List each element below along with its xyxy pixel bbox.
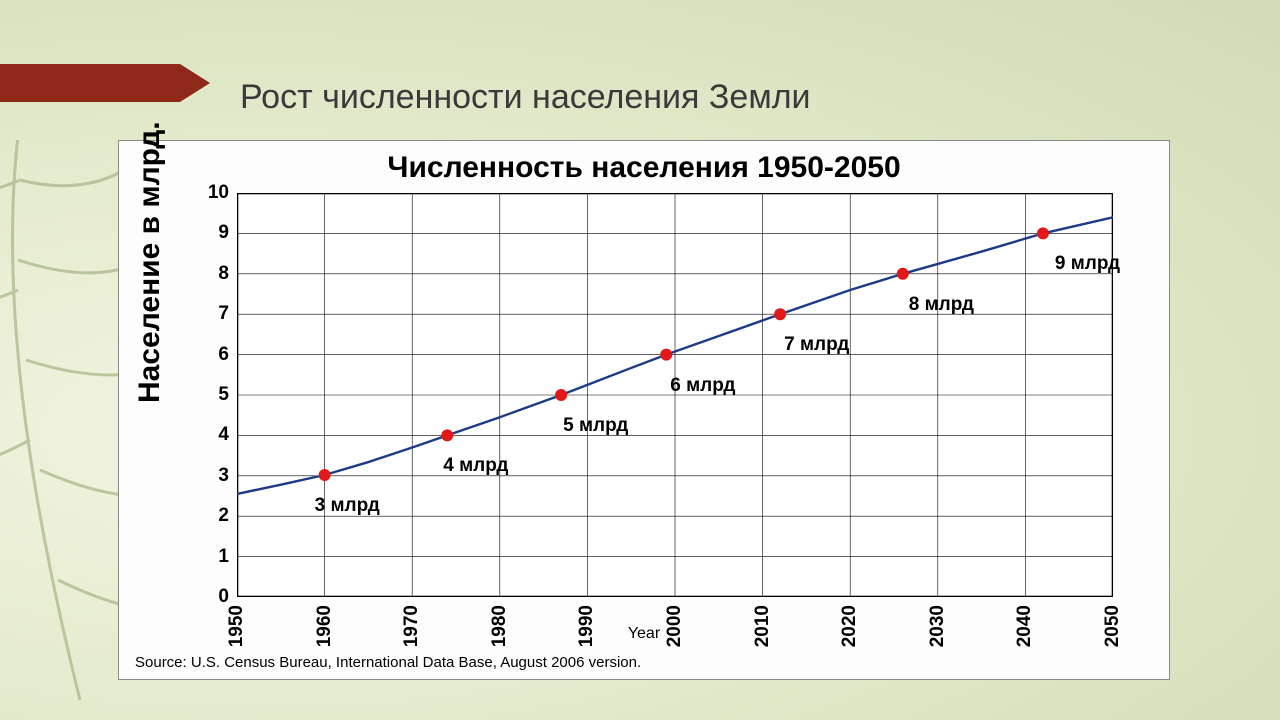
- x-axis-label: Year: [119, 625, 1169, 643]
- y-tick: 2: [218, 505, 229, 527]
- marker-label: 4 млрд: [443, 455, 508, 477]
- marker-label: 8 млрд: [909, 294, 974, 316]
- y-tick: 3: [218, 465, 229, 487]
- source-caption: Source: U.S. Census Bureau, Internationa…: [135, 654, 641, 671]
- chart-title: Численность населения 1950-2050: [119, 151, 1169, 185]
- y-axis-label: Население в млрд.: [133, 121, 167, 403]
- marker-label: 7 млрд: [784, 334, 849, 356]
- population-chart: Численность населения 1950-2050 Населени…: [118, 140, 1170, 680]
- marker-label: 6 млрд: [670, 375, 735, 397]
- y-tick: 4: [218, 424, 229, 446]
- y-tick: 7: [218, 303, 229, 325]
- y-tick: 10: [208, 182, 229, 204]
- marker-label: 5 млрд: [563, 415, 628, 437]
- marker-label: 3 млрд: [315, 495, 380, 517]
- y-tick: 8: [218, 263, 229, 285]
- plot-area: 0123456789101950196019701980199020002010…: [237, 193, 1113, 597]
- y-tick: 9: [218, 222, 229, 244]
- marker-label: 9 млрд: [1055, 253, 1120, 275]
- y-tick: 6: [218, 344, 229, 366]
- y-tick: 1: [218, 546, 229, 568]
- y-tick: 5: [218, 384, 229, 406]
- page-title: Рост численности населения Земли: [240, 78, 811, 117]
- accent-banner: [0, 64, 210, 102]
